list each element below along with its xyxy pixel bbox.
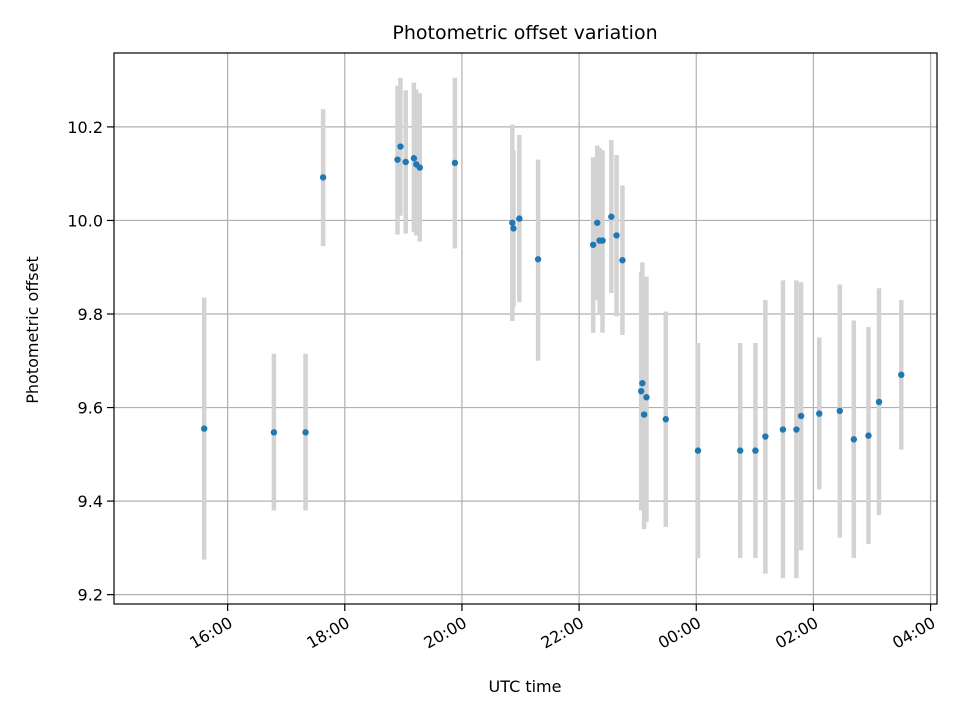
plot-frame xyxy=(113,52,938,605)
data-point xyxy=(736,447,744,454)
data-point xyxy=(416,164,423,171)
y-axis-ticks: 9.2 9.4 9.6 9.8 10.0 10.2 xyxy=(67,118,114,605)
y-tick-label: 9.6 xyxy=(78,399,103,418)
x-axis-title: UTC time xyxy=(489,677,562,696)
data-points xyxy=(201,143,905,454)
data-point xyxy=(797,412,805,420)
data-point xyxy=(694,447,702,454)
data-point xyxy=(779,426,787,433)
data-point xyxy=(410,155,418,162)
data-point xyxy=(662,416,669,423)
data-point xyxy=(762,433,769,440)
data-point xyxy=(608,213,615,220)
data-point xyxy=(643,394,650,401)
data-point xyxy=(836,407,843,415)
y-axis-title: Photometric offset xyxy=(23,256,42,404)
data-point xyxy=(599,237,606,244)
data-point xyxy=(637,387,645,395)
y-tick-label: 9.4 xyxy=(78,492,103,511)
data-point xyxy=(319,174,327,181)
data-point xyxy=(302,429,309,436)
data-point xyxy=(397,143,404,150)
data-point xyxy=(510,225,517,232)
data-point xyxy=(613,232,620,239)
data-point xyxy=(594,219,601,226)
data-point xyxy=(201,425,208,432)
y-tick-label: 10.0 xyxy=(67,211,103,230)
y-tick-label: 10.2 xyxy=(67,118,103,137)
data-point xyxy=(619,257,626,264)
y-tick-label: 9.2 xyxy=(78,586,103,605)
data-point xyxy=(898,371,905,379)
data-point xyxy=(850,436,858,443)
data-point xyxy=(640,411,648,418)
data-point xyxy=(589,241,597,248)
data-point xyxy=(451,159,459,167)
data-point xyxy=(402,158,409,166)
data-point xyxy=(534,256,542,263)
data-point xyxy=(865,432,872,439)
data-point xyxy=(394,156,401,163)
data-point xyxy=(516,215,523,222)
chart-title: Photometric offset variation xyxy=(392,22,657,44)
data-point xyxy=(509,219,516,226)
data-point xyxy=(639,380,646,387)
y-tick-label: 9.8 xyxy=(78,305,103,324)
data-point xyxy=(752,447,759,454)
data-point xyxy=(816,410,823,417)
data-point xyxy=(270,429,278,436)
data-point xyxy=(875,398,883,406)
data-point xyxy=(793,426,800,433)
